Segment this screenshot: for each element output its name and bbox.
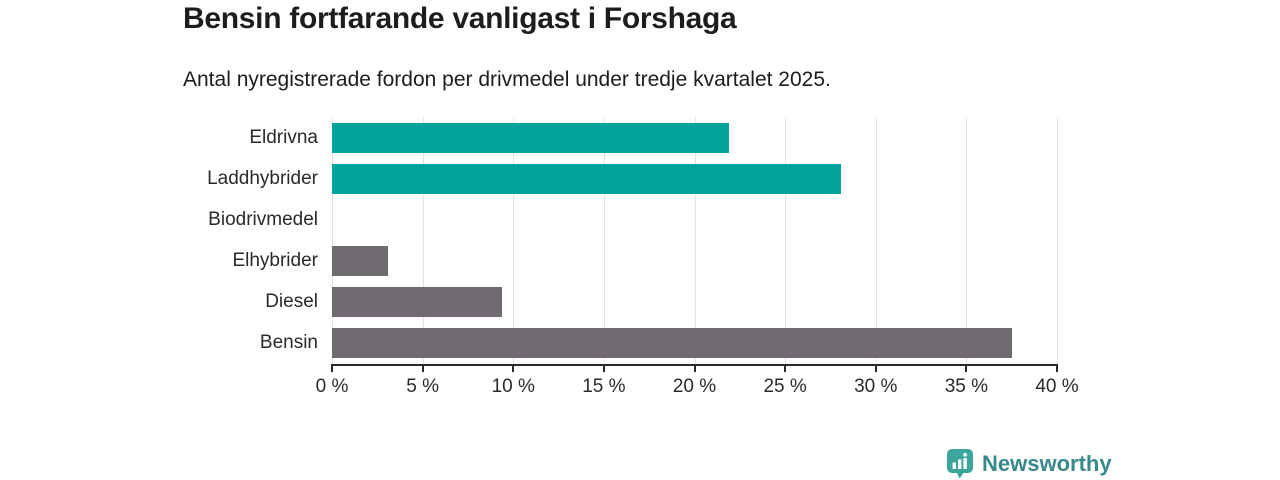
- bar-bensin: [332, 328, 1012, 359]
- gridline: [603, 117, 605, 364]
- bar-laddhybrider: [332, 163, 842, 194]
- gridline: [966, 117, 968, 364]
- chart-subtitle: Antal nyregistrerade fordon per drivmede…: [183, 68, 831, 91]
- category-label: Bensin: [259, 332, 318, 354]
- gridline: [422, 117, 424, 364]
- bar-eldrivna: [332, 122, 729, 153]
- bar-elhybrider: [332, 246, 389, 277]
- category-label: Diesel: [265, 291, 318, 313]
- gridline: [332, 117, 333, 364]
- x-axis-tick: [331, 364, 333, 372]
- category-label: Laddhybrider: [207, 167, 318, 189]
- bar-diesel: [332, 287, 503, 318]
- gridline: [785, 117, 787, 364]
- x-axis-tick-label: 10 %: [491, 376, 535, 397]
- x-axis-tick: [965, 364, 968, 372]
- x-axis-tick: [784, 364, 787, 372]
- x-axis-tick: [693, 364, 696, 372]
- newsworthy-logo-text: Newsworthy: [982, 450, 1112, 476]
- x-axis-tick-label: 0 %: [315, 376, 349, 397]
- chart-title: Bensin fortfarande vanligast i Forshaga: [183, 2, 737, 35]
- x-axis-tick-label: 25 %: [763, 376, 807, 397]
- category-label: Elhybrider: [232, 250, 318, 272]
- x-axis-tick: [421, 364, 424, 372]
- x-axis-tick-label: 40 %: [1035, 376, 1079, 397]
- newsworthy-logo: Newsworthy: [946, 448, 1112, 479]
- x-axis-tick: [512, 364, 515, 372]
- x-axis-tick-label: 30 %: [854, 376, 898, 397]
- x-axis-tick-label: 35 %: [944, 376, 989, 397]
- gridline: [513, 117, 515, 364]
- x-axis-tick: [874, 364, 877, 372]
- gridline: [1057, 117, 1058, 364]
- gridline: [875, 117, 877, 364]
- category-label: Biodrivmedel: [208, 208, 318, 230]
- x-axis-tick-label: 20 %: [672, 376, 717, 397]
- x-axis-tick-label: 15 %: [582, 376, 626, 397]
- gridline: [694, 117, 696, 364]
- newsworthy-logo-icon: [947, 449, 973, 479]
- x-axis-tick: [602, 364, 605, 372]
- x-axis-tick-label: 5 %: [406, 376, 439, 397]
- category-label: Eldrivna: [249, 126, 318, 148]
- x-axis-tick: [1056, 364, 1058, 372]
